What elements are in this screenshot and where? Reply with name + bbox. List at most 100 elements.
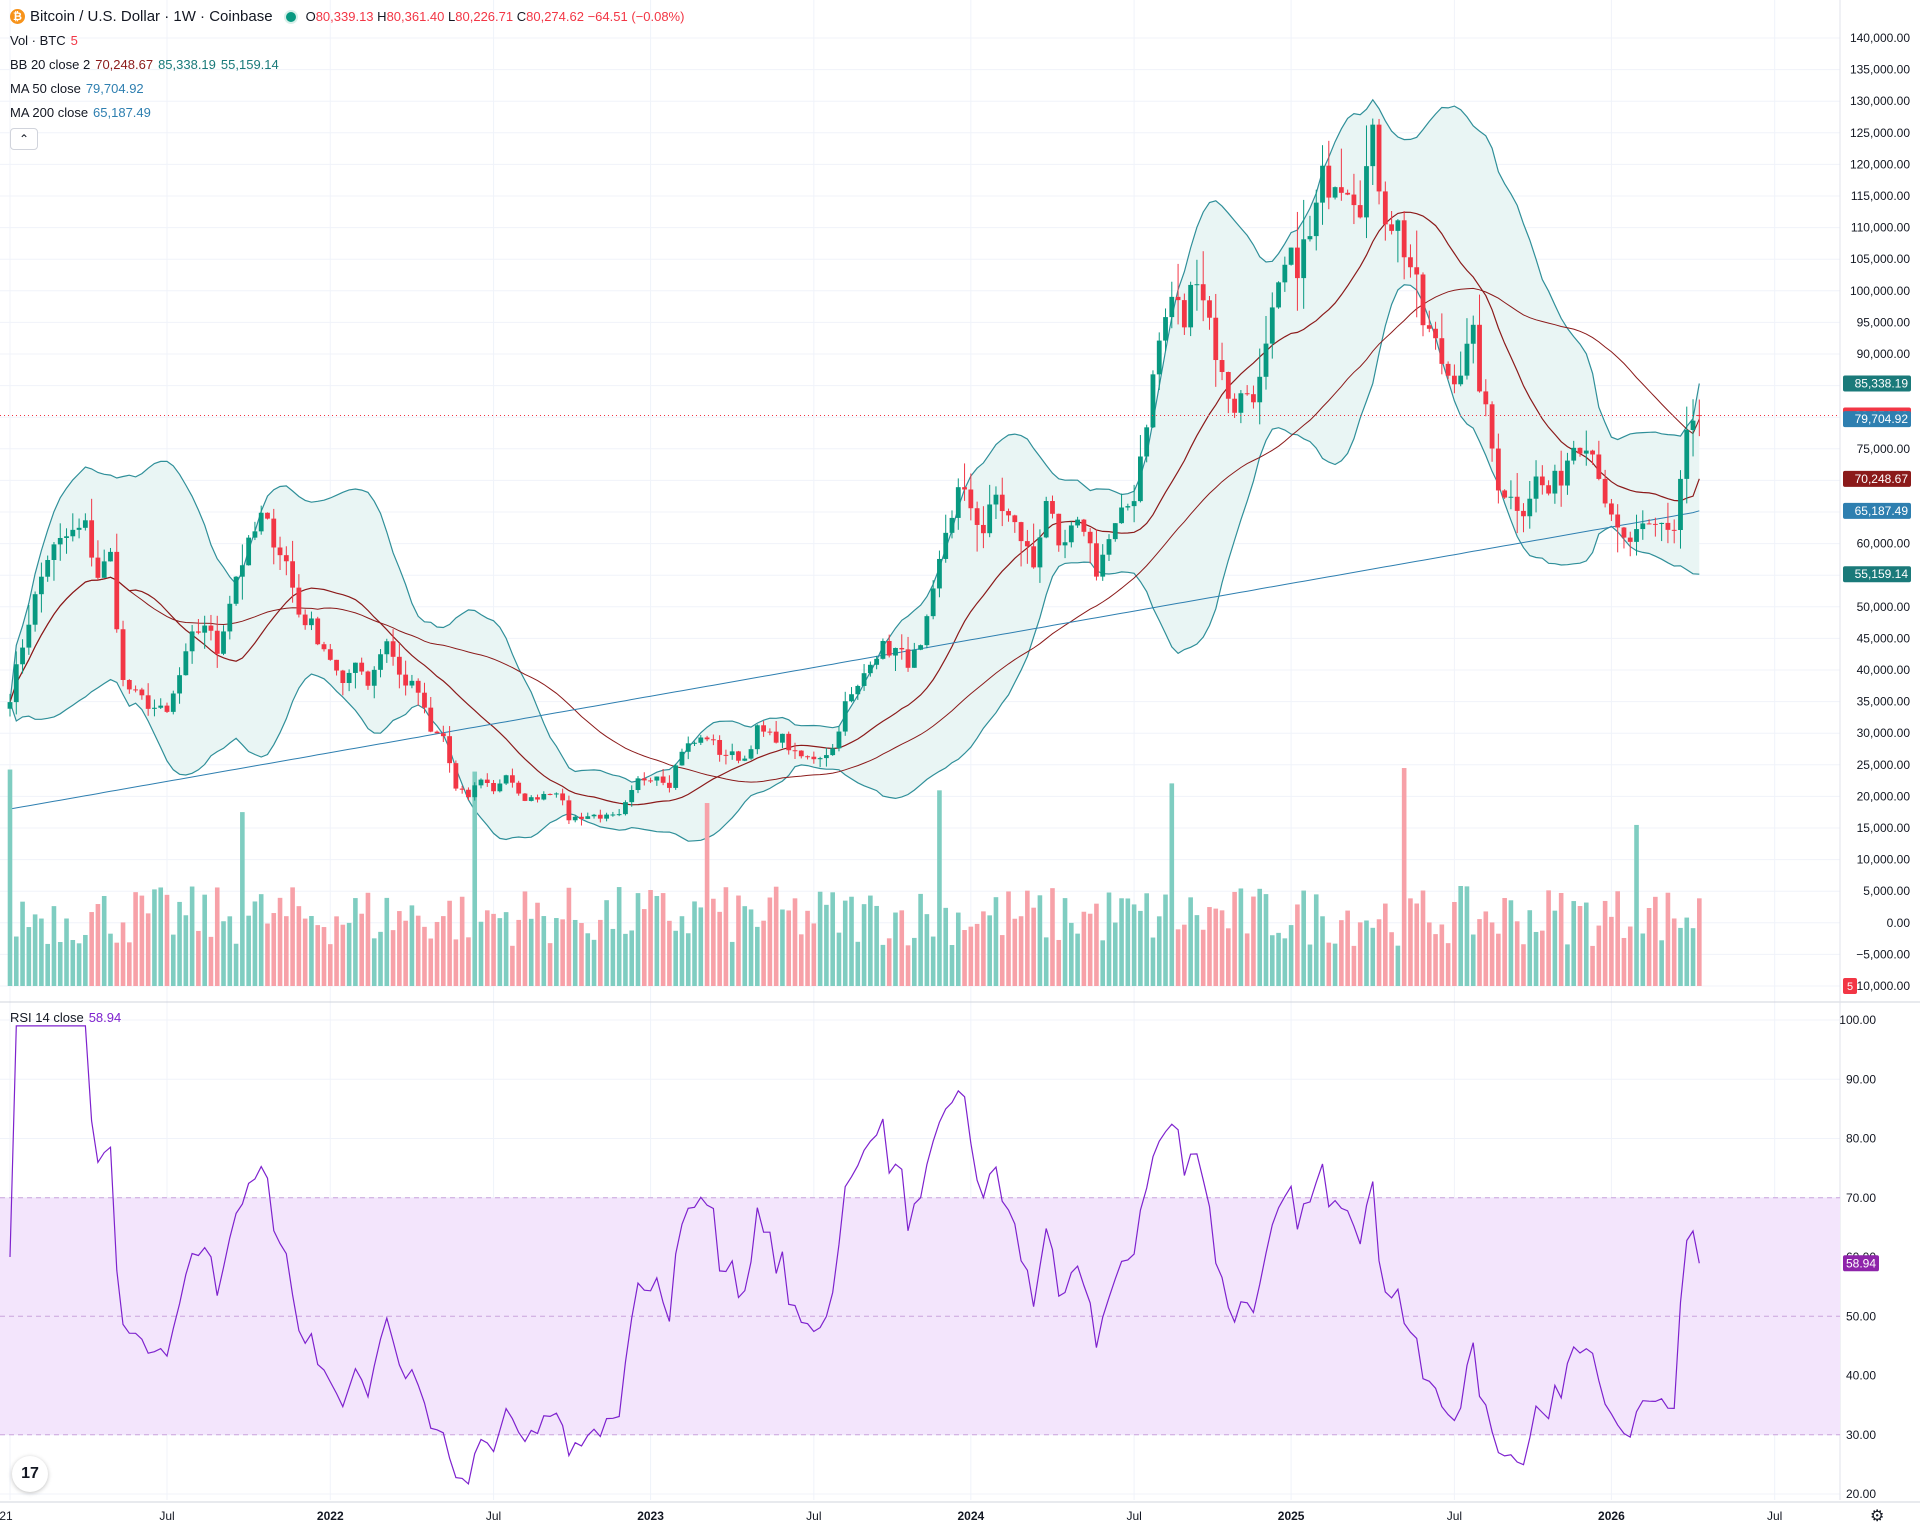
bb-legend[interactable]: BB 20 close 2 70,248.67 85,338.19 55,159… (10, 57, 279, 72)
volume-legend[interactable]: Vol · BTC 5 (10, 33, 78, 48)
volume-bar (233, 943, 239, 986)
volume-bar (428, 938, 434, 986)
volume-bar (993, 897, 999, 986)
ma50-legend[interactable]: MA 50 close 79,704.92 (10, 81, 144, 96)
candle-body (610, 814, 616, 816)
candle-body (239, 565, 245, 577)
candle-body (811, 756, 817, 760)
candle-body (396, 656, 402, 675)
volume-bar (930, 936, 936, 986)
volume-bar (1207, 907, 1212, 986)
candle-body (1213, 317, 1219, 361)
volume-bar (170, 934, 176, 986)
candle-body (1539, 476, 1545, 486)
volume-bar (1483, 911, 1489, 986)
candle-body (547, 793, 553, 795)
volume-bar (1100, 940, 1106, 986)
volume-bar (76, 943, 82, 986)
volume-bar (516, 919, 521, 986)
candle-body (1068, 525, 1074, 543)
candle-body (886, 640, 892, 656)
candle-body (114, 551, 120, 630)
candle-body (353, 662, 358, 673)
candle-body (1558, 470, 1564, 486)
volume-bar (704, 803, 710, 986)
candle-body (616, 814, 622, 816)
candle-body (233, 576, 239, 604)
volume-bar (359, 913, 364, 986)
volume-bar (1125, 898, 1131, 986)
candle-body (1269, 307, 1275, 344)
volume-bar (403, 920, 408, 986)
volume-bar (1533, 931, 1539, 986)
volume-bar (1464, 886, 1470, 986)
volume-bar (1037, 895, 1043, 986)
candle-body (503, 775, 509, 784)
candle-body (1131, 501, 1137, 507)
volume-bar (1339, 920, 1344, 986)
symbol-title[interactable]: Bitcoin / U.S. Dollar · 1W · Coinbase (30, 8, 273, 25)
bb-upper-line (9, 98, 1700, 783)
candle-body (893, 647, 898, 656)
candle-body (535, 797, 540, 800)
candle-body (1207, 300, 1212, 318)
candle-body (139, 689, 145, 696)
candle-body (880, 640, 886, 659)
candle-body (736, 751, 741, 761)
volume-bar (974, 923, 980, 986)
volume-bar (1540, 930, 1545, 986)
collapse-legend-button[interactable]: ⌃ (10, 128, 38, 150)
rsi-tick-label: 80.00 (1846, 1132, 1876, 1146)
candle-body (1508, 496, 1514, 498)
volume-bar (114, 942, 120, 986)
candle-body (478, 779, 484, 786)
volume-bar (987, 915, 992, 986)
rsi-tick-label: 30.00 (1846, 1428, 1876, 1442)
settings-gear-icon[interactable]: ⚙ (1870, 1508, 1885, 1525)
tradingview-logo-icon[interactable]: 17 (12, 1456, 48, 1492)
candle-body (604, 814, 609, 819)
rsi-legend[interactable]: RSI 14 close 58.94 (10, 1010, 122, 1025)
rsi-line (9, 1025, 1700, 1486)
candle-body (1364, 166, 1369, 218)
candle-body (1219, 360, 1225, 373)
volume-bar (1414, 903, 1420, 986)
volume-bar (346, 922, 352, 986)
candle-body (623, 802, 628, 815)
volume-bar (258, 894, 264, 986)
candle-body (911, 649, 917, 668)
volume-bar (510, 945, 515, 986)
candle-body (635, 778, 641, 791)
candle-body (692, 742, 697, 744)
candle-body (1671, 529, 1677, 531)
candle-body (522, 793, 528, 801)
volume-bar (459, 896, 465, 986)
candle-body (1652, 523, 1658, 525)
ma200-legend[interactable]: MA 200 close 65,187.49 (10, 105, 151, 120)
candle-body (434, 731, 440, 734)
candle-body (830, 748, 836, 756)
candle-body (428, 707, 434, 732)
price-tick-label: 125,000.00 (1850, 126, 1910, 140)
volume-bar (1502, 898, 1507, 986)
candle-body (742, 758, 748, 761)
volume-bar (26, 927, 32, 986)
candle-body (1483, 391, 1489, 405)
volume-bar (409, 905, 415, 986)
candle-body (905, 649, 911, 668)
volume-bar (1188, 897, 1193, 986)
candle-body (1024, 541, 1030, 547)
volume-bars (7, 768, 1702, 986)
volume-bar (1257, 888, 1263, 986)
volume-bar (183, 915, 189, 986)
volume-bar (1351, 945, 1357, 986)
volume-bar (811, 923, 817, 986)
candle-body (1452, 375, 1457, 385)
volume-bar (1056, 939, 1062, 986)
volume-bar (736, 895, 741, 986)
candle-body (1188, 284, 1194, 328)
volume-bar (679, 916, 685, 986)
candle-body (786, 733, 792, 751)
